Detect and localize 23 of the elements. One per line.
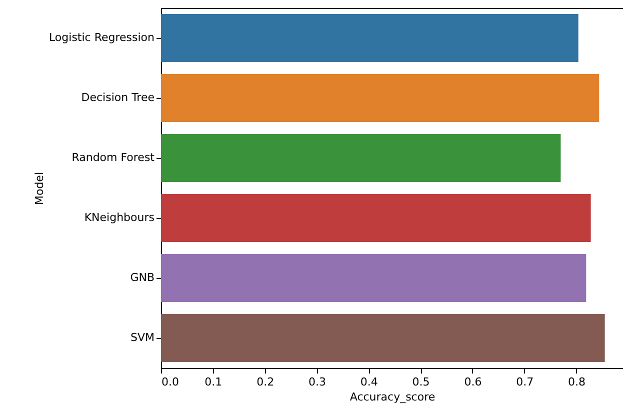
bar [161, 314, 605, 362]
bar [161, 194, 591, 242]
y-tick-label: Logistic Regression [48, 31, 155, 44]
y-tick-label: Random Forest [72, 151, 156, 164]
bar [161, 74, 600, 122]
y-tick-label: Decision Tree [81, 91, 155, 104]
bar [161, 254, 586, 302]
y-tick-label: GNB [130, 271, 154, 284]
y-tick-label: SVM [130, 331, 154, 344]
x-tick-label: 0.8 [568, 376, 586, 388]
y-axis-title: Model [32, 172, 46, 206]
x-tick-label: 0.3 [308, 376, 326, 388]
bar [161, 134, 561, 182]
x-tick-label: 0.2 [256, 376, 274, 388]
x-tick-label: 0.7 [516, 376, 534, 388]
x-tick-label: 0.5 [412, 376, 430, 388]
x-tick-label: 0.1 [204, 376, 222, 388]
x-tick-label: 0.0 [162, 376, 179, 388]
bar [161, 14, 578, 62]
x-axis-title: Accuracy_score [350, 390, 436, 404]
x-tick-label: 0.6 [464, 376, 482, 388]
x-tick-label: 0.4 [360, 376, 378, 388]
y-tick-label: KNeighbours [84, 211, 155, 224]
